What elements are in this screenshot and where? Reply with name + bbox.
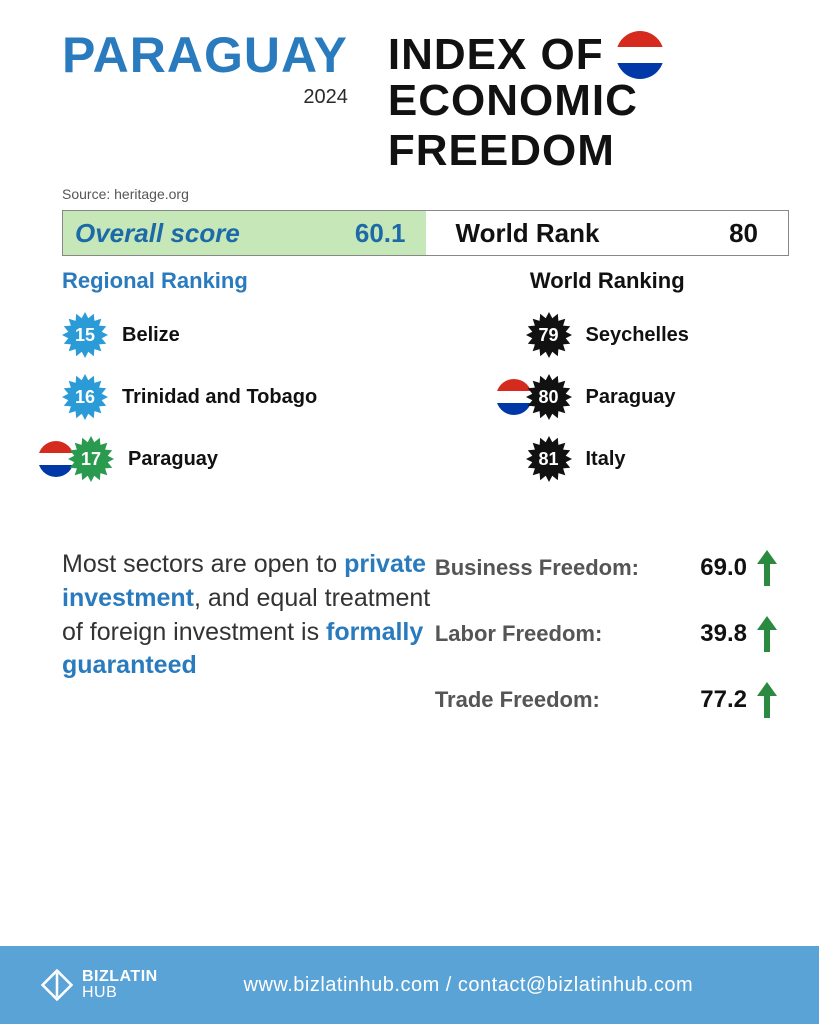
metric-row: Labor Freedom:39.8 <box>435 614 779 654</box>
brand-line2: HUB <box>82 985 158 1001</box>
rank-badge-icon: 15 <box>62 312 108 358</box>
rank-country: Seychelles <box>586 324 689 347</box>
brand-line1: BIZLATIN <box>82 969 158 985</box>
header: PARAGUAY 2024 INDEX OF ECONOMIC FREEDOM <box>0 0 819 176</box>
logo-text: BIZLATIN HUB <box>82 969 158 1001</box>
index-title: INDEX OF ECONOMIC FREEDOM <box>388 30 779 176</box>
index-title-line2: ECONOMIC FREEDOM <box>388 76 779 176</box>
blurb: Most sectors are open to private investm… <box>62 548 435 746</box>
world-heading: World Ranking <box>426 268 790 294</box>
regional-heading: Regional Ranking <box>62 268 426 294</box>
rank-badge-icon: 16 <box>62 374 108 420</box>
index-title-text1: INDEX OF <box>388 30 604 80</box>
footer: BIZLATIN HUB www.bizlatinhub.com / conta… <box>0 946 819 1024</box>
metric-label: Trade Freedom: <box>435 687 677 713</box>
rank-country: Italy <box>586 448 626 471</box>
footer-email: contact@bizlatinhub.com <box>458 974 693 996</box>
overall-score-label: Overall score <box>75 218 240 249</box>
world-item: 79 Seychelles <box>526 312 790 358</box>
world-rank-value: 80 <box>729 218 758 249</box>
rank-country: Trinidad and Tobago <box>122 386 317 409</box>
country-block: PARAGUAY 2024 <box>62 30 348 109</box>
scorebar: Overall score 60.1 World Rank 80 <box>62 210 789 256</box>
scorebar-right: World Rank 80 <box>426 211 789 255</box>
metric-label: Business Freedom: <box>435 555 677 581</box>
year: 2024 <box>232 86 348 109</box>
world-list: 79 Seychelles 80 Paraguay 81 Italy <box>426 312 790 482</box>
rank-number: 17 <box>81 449 101 470</box>
regional-item: 17 Paraguay <box>68 436 426 482</box>
flag-stripe-2 <box>616 47 664 63</box>
overall-score-value: 60.1 <box>355 218 406 249</box>
mid-section: Most sectors are open to private investm… <box>0 498 819 746</box>
regional-list: 15 Belize 16 Trinidad and Tobago 17 Paraguay <box>62 312 426 482</box>
metrics: Business Freedom:69.0 Labor Freedom:39.8 T… <box>435 548 779 746</box>
arrow-up-icon <box>755 680 779 720</box>
arrow-up-icon <box>755 614 779 654</box>
rank-number: 81 <box>538 449 558 470</box>
rank-badge-icon: 80 <box>526 374 572 420</box>
metric-value: 77.2 <box>677 686 747 714</box>
rank-badge-icon: 79 <box>526 312 572 358</box>
rank-country: Paraguay <box>586 386 676 409</box>
flag-stripe-1 <box>616 31 664 47</box>
index-title-line1: INDEX OF <box>388 30 779 80</box>
logo-icon <box>40 968 74 1002</box>
metric-row: Business Freedom:69.0 <box>435 548 779 588</box>
regional-item: 16 Trinidad and Tobago <box>62 374 426 420</box>
flag-icon <box>616 31 664 79</box>
world-column: World Ranking 79 Seychelles 80 Paraguay 81 It… <box>426 268 790 498</box>
source-text: Source: heritage.org <box>62 186 819 202</box>
footer-sep: / <box>440 974 458 996</box>
metric-label: Labor Freedom: <box>435 621 677 647</box>
rank-number: 16 <box>75 387 95 408</box>
blurb-pre1: Most sectors are open to <box>62 550 344 578</box>
rank-number: 79 <box>538 325 558 346</box>
country-name: PARAGUAY <box>62 30 348 80</box>
rank-number: 80 <box>538 387 558 408</box>
rank-badge-icon: 81 <box>526 436 572 482</box>
footer-website: www.bizlatinhub.com <box>244 974 440 996</box>
rank-number: 15 <box>75 325 95 346</box>
footer-contact: www.bizlatinhub.com / contact@bizlatinhu… <box>158 974 779 997</box>
world-item: 80 Paraguay <box>526 374 790 420</box>
footer-logo: BIZLATIN HUB <box>40 968 158 1002</box>
metric-value: 69.0 <box>677 554 747 582</box>
metric-row: Trade Freedom:77.2 <box>435 680 779 720</box>
world-item: 81 Italy <box>526 436 790 482</box>
arrow-up-icon <box>755 548 779 588</box>
world-rank-label: World Rank <box>456 218 600 249</box>
metric-value: 39.8 <box>677 620 747 648</box>
rank-country: Belize <box>122 324 180 347</box>
rankings: Regional Ranking 15 Belize 16 Trinidad and … <box>0 256 819 498</box>
scorebar-left: Overall score 60.1 <box>63 211 426 255</box>
rank-country: Paraguay <box>128 448 218 471</box>
regional-column: Regional Ranking 15 Belize 16 Trinidad and … <box>62 268 426 498</box>
rank-badge-icon: 17 <box>68 436 114 482</box>
regional-item: 15 Belize <box>62 312 426 358</box>
